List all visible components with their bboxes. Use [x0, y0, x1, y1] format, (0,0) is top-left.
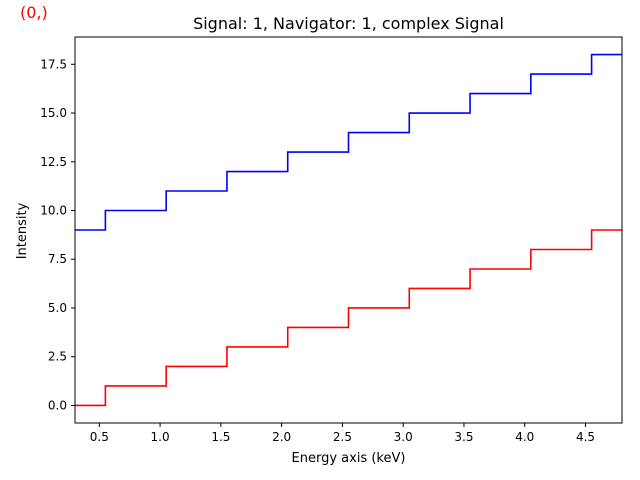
y-tick-label: 0.0	[48, 398, 67, 412]
y-tick-label: 7.5	[48, 252, 67, 266]
x-tick-label: 3.0	[394, 430, 413, 444]
corner-index-label: (0,)	[20, 3, 48, 22]
x-tick-label: 1.5	[211, 430, 230, 444]
y-tick-label: 17.5	[40, 57, 67, 71]
series-2-step-line	[75, 230, 622, 405]
y-tick-label: 12.5	[40, 155, 67, 169]
x-tick-label: 1.0	[151, 430, 170, 444]
x-tick-label: 2.5	[333, 430, 352, 444]
x-tick-label: 3.5	[454, 430, 473, 444]
x-tick-label: 2.0	[272, 430, 291, 444]
x-axis-title: Energy axis (keV)	[292, 451, 406, 466]
y-tick-label: 2.5	[48, 350, 67, 364]
x-tick-label: 4.0	[515, 430, 534, 444]
x-tick-label: 0.5	[90, 430, 109, 444]
y-axis-title: Intensity	[15, 202, 30, 259]
plot-area	[75, 55, 622, 406]
y-tick-label: 15.0	[40, 106, 67, 120]
y-tick-label: 10.0	[40, 204, 67, 218]
series-1-step-line	[75, 55, 622, 230]
x-tick-label: 4.5	[576, 430, 595, 444]
y-tick-label: 5.0	[48, 301, 67, 315]
plot-frame	[75, 37, 622, 423]
chart-title: Signal: 1, Navigator: 1, complex Signal	[193, 14, 504, 33]
